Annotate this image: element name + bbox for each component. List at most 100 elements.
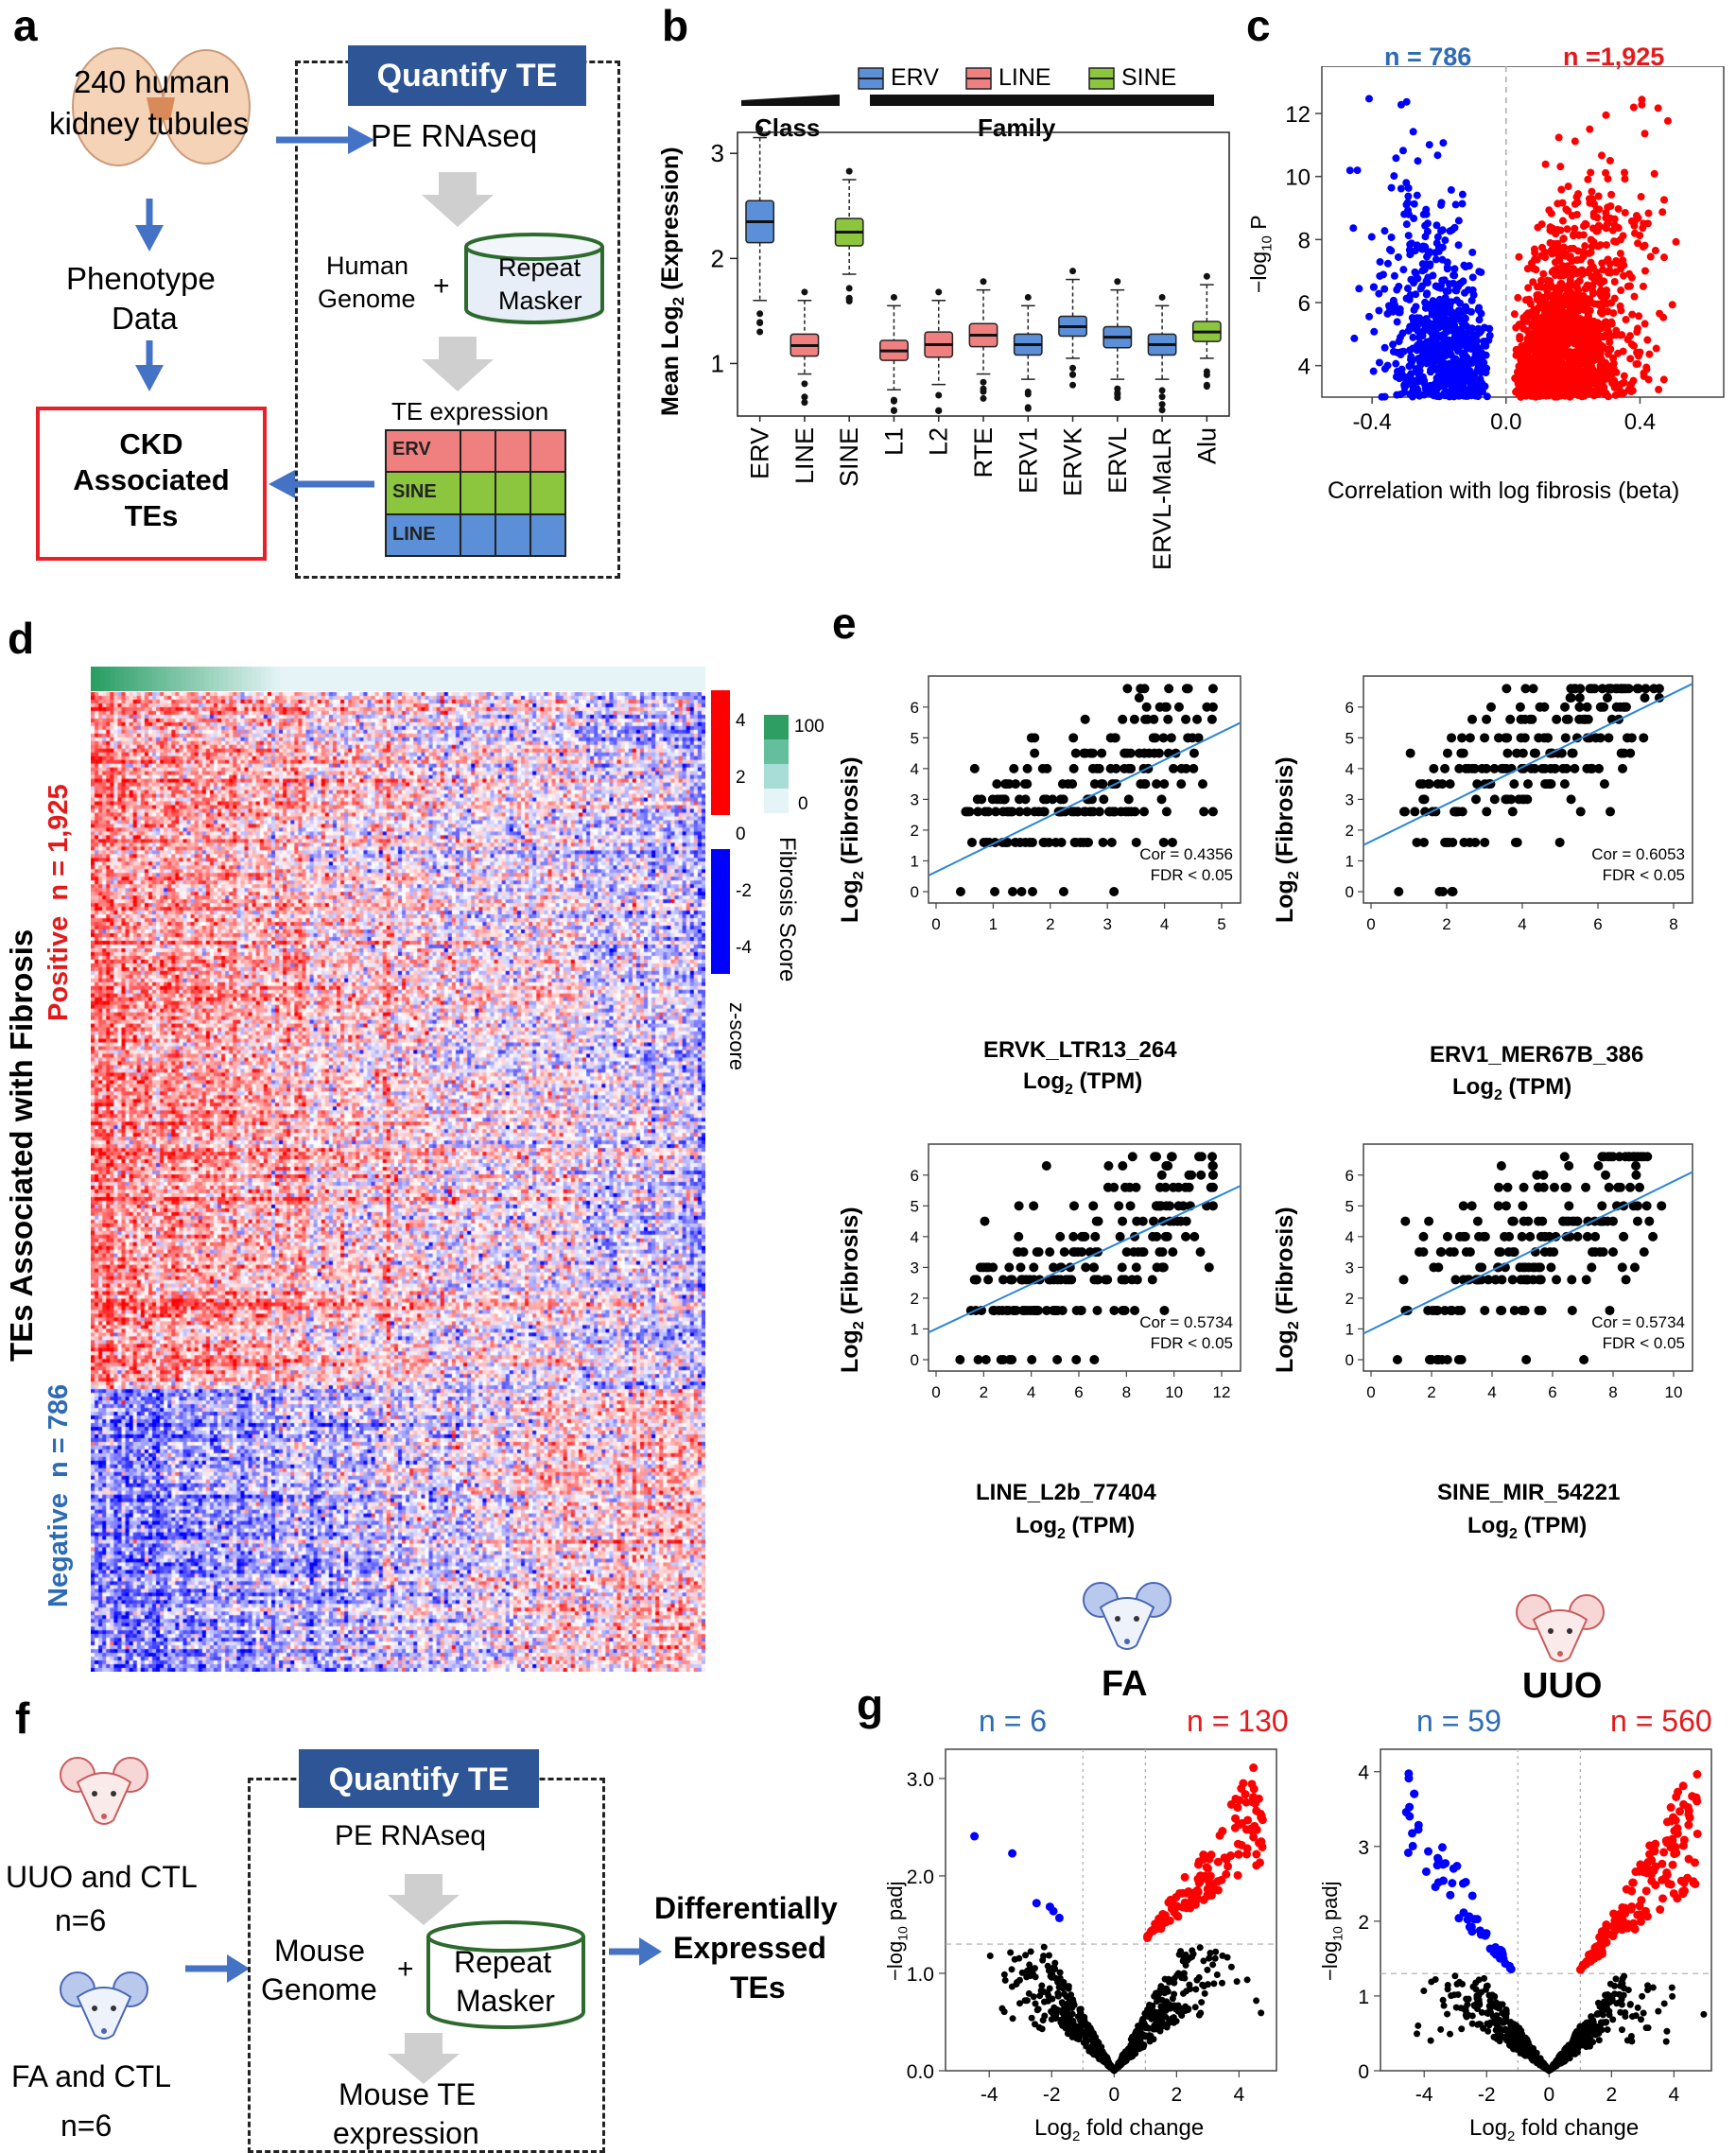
arrow-box-to-de [609,1937,662,1966]
point [1196,1170,1207,1180]
point-ns [1029,1971,1036,1978]
point-positive [1513,387,1521,395]
outlier [1024,404,1032,411]
point-positive [1533,255,1541,264]
point [1173,702,1184,712]
point [1173,1182,1184,1192]
point-up [1143,1933,1153,1942]
point-positive [1512,323,1520,332]
x-tick-label: 3 [1102,915,1111,933]
point-ns [1196,1944,1204,1952]
point [1045,1247,1055,1258]
point [1110,733,1120,743]
point-ns [1484,1982,1491,1989]
point-up [1683,1873,1693,1883]
ckd-associated-tes-box: CKD Associated TEs [36,407,267,561]
point-ns [1444,1986,1451,1993]
scatter-points [1345,95,1680,401]
mouse-plus: + [397,1953,414,1985]
point [1068,1201,1079,1211]
point-ns [986,1953,994,1960]
point-up [1257,1813,1266,1822]
point-ns [1200,1957,1207,1965]
point-ns [1044,1962,1051,1970]
point [1089,1355,1100,1364]
point-up [1673,1894,1682,1903]
point-positive [1547,227,1555,235]
point-positive [1532,372,1540,380]
point-up [1668,1860,1677,1869]
point-ns [1530,2044,1537,2052]
point-ns [1132,2029,1139,2037]
point-positive [1658,208,1667,217]
point [1552,1275,1562,1285]
point [1002,837,1013,847]
points [1392,1152,1667,1364]
x-tick-label: Alu [1192,427,1221,464]
kidney-illustration [72,47,251,166]
point-negative [1385,246,1394,254]
g-n-up-fa: n = 130 [1187,1704,1289,1738]
y-tick-label: 4 [1345,760,1354,778]
outlier [756,126,764,133]
phenotype-label-2: Data [112,301,178,336]
point-up [1231,1794,1241,1803]
point-positive [1622,316,1630,324]
point-ns [1613,2000,1621,2007]
point-negative [1444,286,1452,295]
points [1394,684,1664,896]
quantify-te-header: Quantify TE [348,45,586,106]
point-ns [1059,1985,1067,1992]
point-ns [1669,1992,1676,2000]
point-positive [1588,357,1596,366]
point [1160,702,1171,712]
point-up [1673,1829,1682,1838]
point-positive [1602,292,1610,301]
point-ns [1459,1980,1467,1988]
human-genome-label-1: Human [326,252,409,280]
point-ns [1468,2020,1476,2027]
point-up [1246,1824,1256,1833]
point [1605,1305,1615,1315]
point [1058,794,1068,805]
point [1510,837,1520,847]
g-n-up-uuo: n = 560 [1610,1704,1712,1738]
outlier [1114,394,1121,402]
point [1029,1262,1039,1273]
panel-letter-a: a [13,1,38,50]
point-up [1693,1829,1702,1838]
point-up [1226,1851,1236,1861]
point-up [1679,1835,1689,1845]
point-positive [1574,286,1583,295]
x-tick-label: RTE [969,427,998,478]
x-tick-label: -0.4 [1352,409,1391,435]
point [1156,1170,1167,1180]
point-negative [1485,324,1494,333]
point [1518,1262,1528,1273]
panel-letter-e: e [832,599,857,648]
row-sine [385,472,566,514]
point-negative [1414,157,1422,165]
point-positive [1570,269,1578,277]
x-tick-label: 10 [1165,1383,1183,1401]
point [1519,733,1530,743]
point [1457,807,1467,817]
point-positive [1517,362,1525,371]
y-tick-label: 4 [1298,355,1311,380]
point [1189,1231,1200,1241]
point-negative [1468,385,1477,393]
point-ns [1595,2029,1603,2037]
point-negative [1421,243,1430,252]
point-positive [1568,376,1576,385]
point-positive [1627,273,1636,282]
point-ns [1212,1948,1220,1955]
y-tick-label: 6 [911,699,919,717]
point-negative [1475,316,1484,324]
point-up [1172,1892,1181,1901]
point-ns [1609,2016,1617,2023]
e-unit-2: Log2 (TPM) [1452,1074,1572,1103]
x-tick-label: 0 [1543,2084,1554,2106]
point [1485,702,1496,712]
row-label-sine: SINE [392,481,437,502]
point [1635,1182,1645,1192]
